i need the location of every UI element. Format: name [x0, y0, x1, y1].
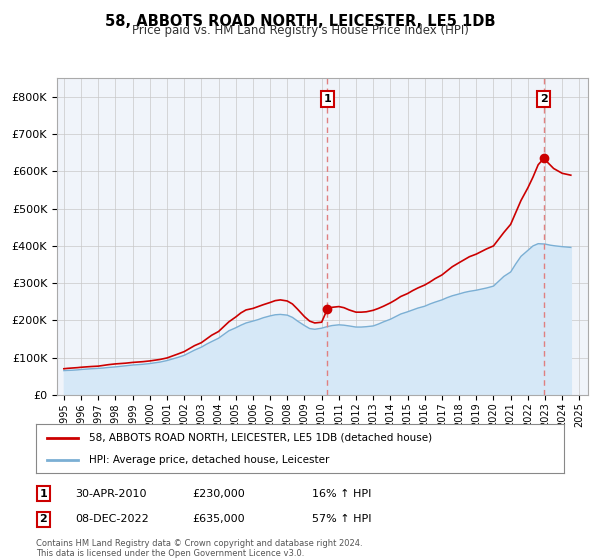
Text: 58, ABBOTS ROAD NORTH, LEICESTER, LE5 1DB (detached house): 58, ABBOTS ROAD NORTH, LEICESTER, LE5 1D… [89, 433, 432, 443]
Text: 30-APR-2010: 30-APR-2010 [75, 489, 146, 499]
Text: 2: 2 [40, 514, 47, 524]
Text: 1: 1 [323, 94, 331, 104]
Text: £635,000: £635,000 [192, 514, 245, 524]
Text: 58, ABBOTS ROAD NORTH, LEICESTER, LE5 1DB: 58, ABBOTS ROAD NORTH, LEICESTER, LE5 1D… [105, 14, 495, 29]
Text: 16% ↑ HPI: 16% ↑ HPI [312, 489, 371, 499]
Text: This data is licensed under the Open Government Licence v3.0.: This data is licensed under the Open Gov… [36, 549, 304, 558]
Text: 57% ↑ HPI: 57% ↑ HPI [312, 514, 371, 524]
Text: Contains HM Land Registry data © Crown copyright and database right 2024.: Contains HM Land Registry data © Crown c… [36, 539, 362, 548]
Text: £230,000: £230,000 [192, 489, 245, 499]
Text: 08-DEC-2022: 08-DEC-2022 [75, 514, 149, 524]
Text: 1: 1 [40, 489, 47, 499]
Text: HPI: Average price, detached house, Leicester: HPI: Average price, detached house, Leic… [89, 455, 329, 465]
Text: 2: 2 [540, 94, 548, 104]
Text: Price paid vs. HM Land Registry's House Price Index (HPI): Price paid vs. HM Land Registry's House … [131, 24, 469, 37]
